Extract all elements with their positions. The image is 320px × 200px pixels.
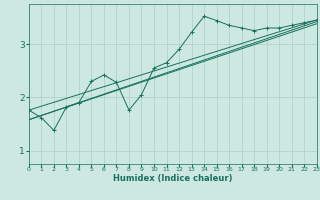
X-axis label: Humidex (Indice chaleur): Humidex (Indice chaleur) [113,174,233,183]
